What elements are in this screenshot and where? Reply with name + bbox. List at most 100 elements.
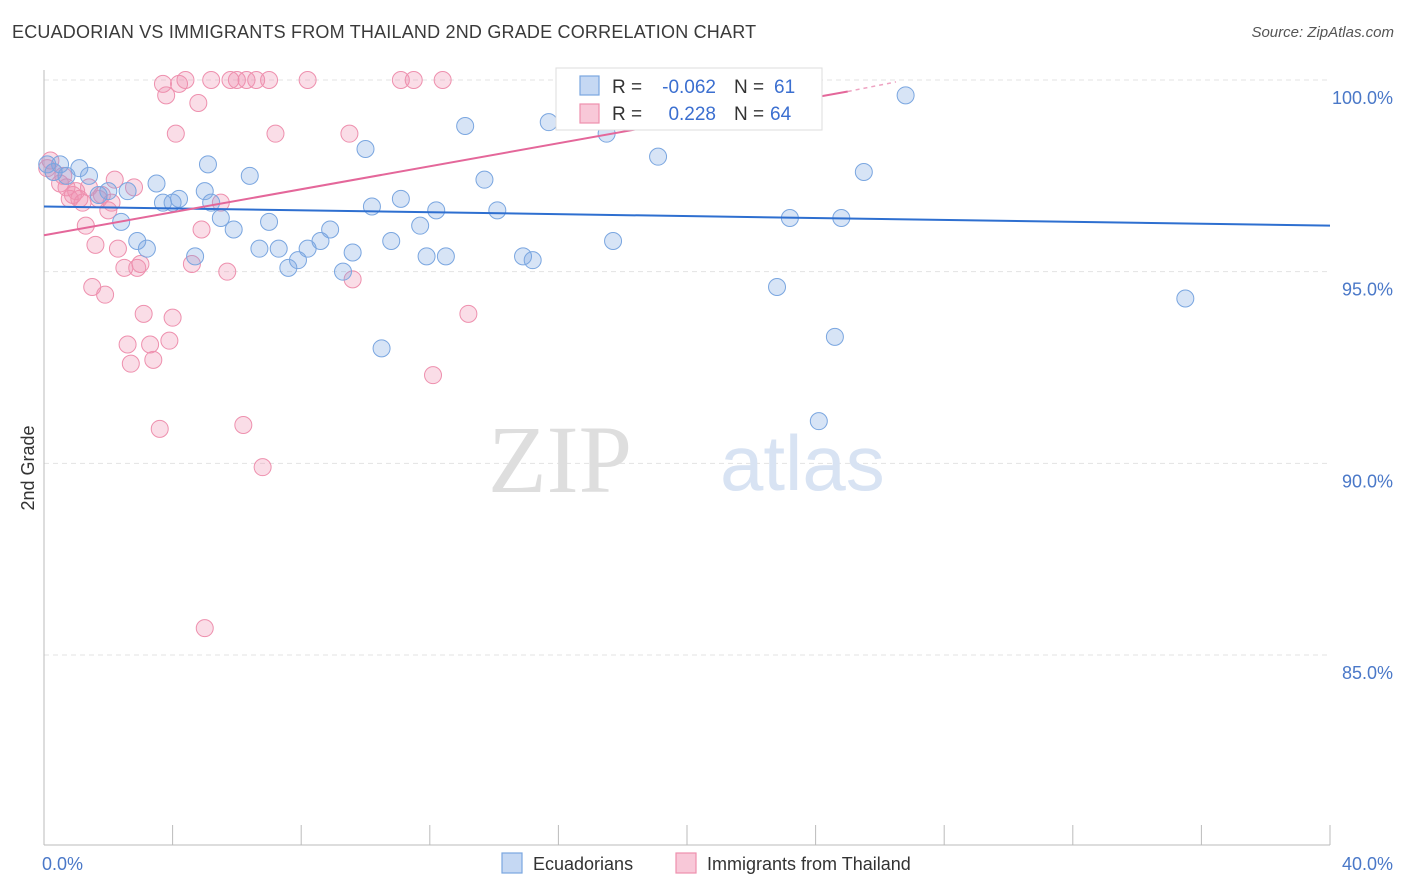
- thailand-point: [404, 71, 423, 89]
- ecuadorian-point: [417, 247, 436, 266]
- thailand-point: [340, 124, 359, 143]
- ecuadorian-point: [321, 220, 340, 239]
- ecuadorian-point: [250, 239, 269, 258]
- stats-n-value-pink: 64: [770, 104, 792, 125]
- ecuadorian-point: [195, 182, 214, 201]
- ecuadorian-point: [288, 251, 307, 270]
- thailand-point: [176, 71, 195, 89]
- ecuadorian-point: [456, 117, 475, 135]
- ecuadorian-point: [411, 216, 430, 235]
- ecuadorian-point: [343, 243, 362, 262]
- thailand-point: [433, 71, 452, 89]
- x-tick-label-left: 0.0%: [42, 854, 83, 874]
- ecuadorian-point: [170, 189, 189, 208]
- ecuadorians-trend-line: [43, 205, 1331, 227]
- stats-r-label-blue: R =: [612, 77, 642, 98]
- chart-source: Source: ZipAtlas.com: [1251, 24, 1394, 41]
- ecuadorian-point: [198, 155, 217, 174]
- thailand-point: [131, 255, 150, 273]
- ecuadorian-point: [649, 147, 668, 166]
- thailand-point: [163, 308, 182, 327]
- thailand-point: [166, 124, 185, 143]
- ecuadorian-point: [523, 251, 542, 270]
- thailand-point: [86, 235, 105, 254]
- y-tick-label-90: 90.0%: [1342, 471, 1393, 491]
- ecuadorian-point: [427, 201, 446, 220]
- stats-r-value-pink: 0.228: [668, 104, 716, 125]
- legend-swatch-ecuadorians: [501, 852, 523, 874]
- gridlines: [44, 79, 1330, 656]
- ecuadorian-point: [260, 212, 279, 231]
- thailand-point: [298, 71, 317, 89]
- thailand-point: [134, 304, 153, 323]
- y-axis-label: 2nd Grade: [18, 425, 38, 510]
- y-tick-label-95: 95.0%: [1342, 280, 1393, 300]
- ecuadorian-point: [269, 239, 288, 258]
- thailand-point: [105, 170, 124, 189]
- thailand-point: [150, 419, 169, 438]
- thailand-point: [108, 239, 127, 258]
- stats-r-label-pink: R =: [612, 104, 642, 125]
- watermark-atlas: atlas: [720, 419, 885, 507]
- watermark: ZIP atlas: [488, 406, 885, 513]
- thailand-point: [221, 71, 240, 89]
- thailand-point: [266, 124, 285, 143]
- ecuadorian-point: [768, 278, 787, 296]
- thailand-point: [247, 71, 266, 89]
- ecuadorian-point: [372, 339, 391, 358]
- ecuadorian-point: [70, 159, 89, 178]
- chart-title: ECUADORIAN VS IMMIGRANTS FROM THAILAND 2…: [12, 22, 757, 42]
- ecuadorian-point: [896, 86, 915, 105]
- stats-swatch-blue: [579, 75, 600, 96]
- thailand-point: [260, 71, 279, 89]
- ecuadorian-point: [1176, 289, 1195, 308]
- thailand-point: [118, 335, 137, 354]
- ecuadorian-point: [514, 247, 533, 266]
- stats-swatch-pink: [579, 103, 600, 124]
- thailand-point: [76, 216, 95, 235]
- thailand-point: [195, 619, 214, 638]
- stats-n-label-pink: N =: [734, 104, 764, 125]
- thailand-point: [391, 71, 410, 89]
- ecuadorian-point: [279, 258, 298, 277]
- thailand-point: [153, 74, 172, 93]
- ecuadorian-point: [382, 232, 401, 250]
- ecuadorian-point: [186, 247, 205, 266]
- thailand-point: [343, 270, 362, 289]
- ecuadorian-point: [391, 189, 410, 208]
- ecuadorian-point: [604, 232, 623, 250]
- ecuadorian-point: [89, 186, 108, 204]
- ecuadorian-point: [356, 140, 375, 158]
- ecuadorian-point: [147, 174, 166, 193]
- ecuadorian-point: [240, 166, 259, 185]
- thailand-point: [144, 350, 163, 369]
- axes: [43, 70, 1331, 846]
- thailand-point: [192, 220, 211, 239]
- ecuadorian-point: [128, 232, 147, 250]
- series-ecuadorians-points: [38, 71, 1195, 431]
- thailand-point: [157, 86, 176, 105]
- ecuadorian-point: [224, 220, 243, 239]
- thailand-point: [459, 304, 478, 323]
- x-tick-label-right: 40.0%: [1342, 854, 1393, 874]
- y-tick-label-85: 85.0%: [1342, 663, 1393, 683]
- thailand-point: [234, 416, 253, 434]
- thailand-point: [189, 94, 208, 112]
- ecuadorian-point: [99, 182, 118, 201]
- y-tick-label-100: 100.0%: [1332, 88, 1393, 108]
- thailand-point: [227, 71, 246, 89]
- ecuadorian-point: [809, 412, 828, 431]
- ecuadorian-point: [137, 239, 156, 258]
- thailand-point: [141, 335, 160, 354]
- ecuadorian-point: [825, 327, 844, 346]
- legend: Ecuadorians Immigrants from Thailand: [501, 852, 911, 874]
- thailand-trend-extension: [847, 81, 897, 93]
- legend-label-thailand: Immigrants from Thailand: [707, 854, 911, 874]
- stats-box: R = -0.062 N = 61 R = 0.228 N = 64: [555, 67, 823, 131]
- thailand-point: [253, 458, 272, 477]
- thailand-point: [121, 354, 140, 373]
- thailand-point: [67, 182, 86, 201]
- ecuadorian-point: [311, 232, 330, 250]
- thailand-point: [218, 262, 237, 281]
- thailand-point: [96, 285, 115, 304]
